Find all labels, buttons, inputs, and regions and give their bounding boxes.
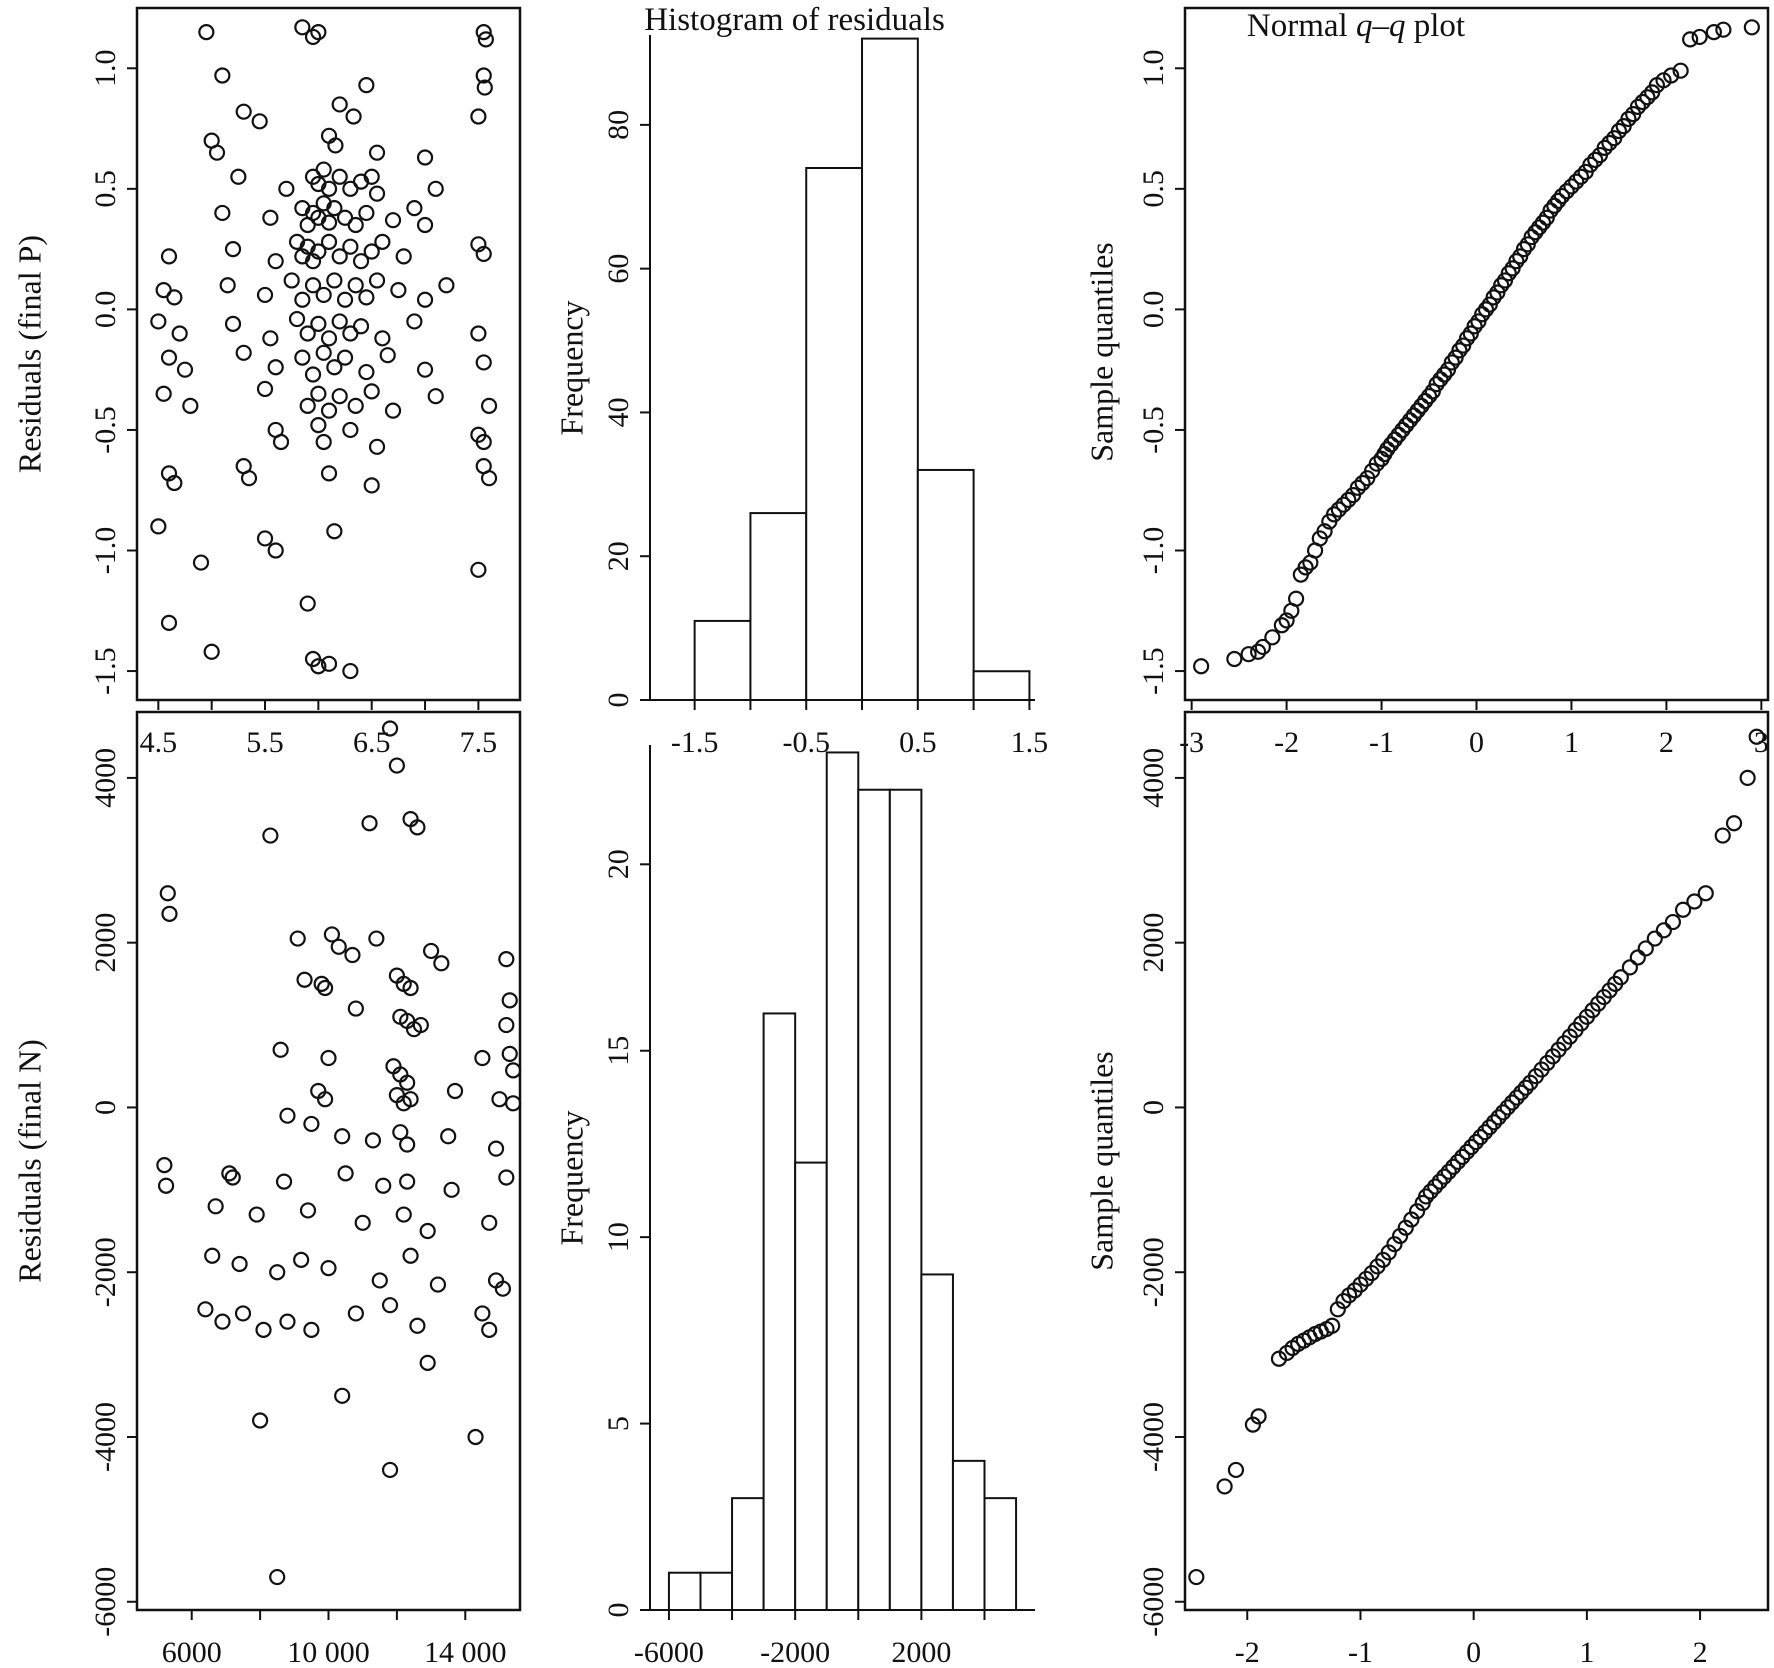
svg-text:-1.0: -1.0 [1137,527,1170,575]
svg-text:-6000: -6000 [89,1567,122,1637]
svg-text:4000: 4000 [1137,748,1170,808]
y-axis-label-sample-quantiles-bottom: Sample quantiles [1083,1051,1120,1271]
svg-text:1.0: 1.0 [1137,50,1170,88]
svg-text:-2000: -2000 [89,1237,122,1307]
y-axis-label-sample-quantiles-top: Sample quantiles [1083,242,1120,462]
svg-text:-3: -3 [1179,726,1204,759]
svg-text:-0.5: -0.5 [1137,406,1170,454]
svg-text:6.5: 6.5 [353,726,391,759]
svg-text:-1.5: -1.5 [89,647,122,695]
svg-text:0.0: 0.0 [1137,291,1170,329]
svg-text:-1.5: -1.5 [1137,647,1170,695]
qq-title-prefix: Normal [1246,8,1356,44]
svg-text:20: 20 [602,849,635,879]
svg-text:7.5: 7.5 [460,726,498,759]
svg-text:-0.5: -0.5 [89,406,122,454]
svg-text:2: 2 [1659,726,1674,759]
svg-text:0.0: 0.0 [89,291,122,329]
svg-text:-1.0: -1.0 [89,527,122,575]
qq-title-italic: q–q [1355,8,1406,44]
svg-text:0: 0 [602,1603,635,1618]
svg-text:2: 2 [1693,1636,1708,1668]
svg-text:0.5: 0.5 [89,170,122,208]
svg-text:1: 1 [1579,1636,1594,1668]
svg-text:-6000: -6000 [634,1636,704,1668]
y-axis-label-frequency-top: Frequency [553,300,590,436]
svg-text:10: 10 [602,1222,635,1252]
svg-text:4000: 4000 [89,748,122,808]
svg-text:0: 0 [1466,1636,1481,1668]
svg-text:80: 80 [602,110,635,140]
svg-text:-2: -2 [1274,726,1299,759]
svg-text:1.5: 1.5 [1011,726,1049,759]
svg-text:0: 0 [1137,1100,1170,1115]
svg-text:20: 20 [602,541,635,571]
svg-text:-1: -1 [1369,726,1394,759]
svg-text:40: 40 [602,397,635,427]
svg-text:15: 15 [602,1036,635,1066]
histogram-title: Histogram of residuals [644,2,945,38]
y-axis-label-residuals-n: Residuals (final N) [11,1039,48,1283]
svg-text:0.5: 0.5 [899,726,937,759]
y-axis-label-frequency-bottom: Frequency [553,1110,590,1246]
svg-text:14 000: 14 000 [424,1636,507,1668]
qq-plot-title: Normal q–q plot [1176,8,1536,45]
svg-text:-4000: -4000 [89,1402,122,1472]
svg-text:-2000: -2000 [760,1636,830,1668]
svg-text:10 000: 10 000 [287,1636,370,1668]
svg-text:6000: 6000 [162,1636,222,1668]
svg-text:1: 1 [1564,726,1579,759]
svg-text:-0.5: -0.5 [782,726,830,759]
svg-text:60: 60 [602,254,635,284]
svg-text:2000: 2000 [891,1636,951,1668]
svg-text:2000: 2000 [1137,913,1170,973]
svg-text:-6000: -6000 [1137,1567,1170,1637]
svg-text:0: 0 [1469,726,1484,759]
qq-title-suffix: plot [1405,8,1466,44]
svg-text:1.0: 1.0 [89,50,122,88]
svg-text:0.5: 0.5 [1137,170,1170,208]
svg-text:5: 5 [602,1416,635,1431]
svg-text:0: 0 [89,1100,122,1115]
svg-text:3: 3 [1754,726,1769,759]
svg-text:2000: 2000 [89,913,122,973]
svg-text:-4000: -4000 [1137,1402,1170,1472]
svg-text:0: 0 [602,693,635,708]
svg-text:-2: -2 [1235,1636,1260,1668]
svg-text:5.5: 5.5 [246,726,284,759]
svg-text:4.5: 4.5 [140,726,178,759]
svg-text:-2000: -2000 [1137,1237,1170,1307]
y-axis-label-residuals-p: Residuals (final P) [11,234,48,474]
svg-text:-1.5: -1.5 [671,726,719,759]
svg-text:-1: -1 [1348,1636,1373,1668]
